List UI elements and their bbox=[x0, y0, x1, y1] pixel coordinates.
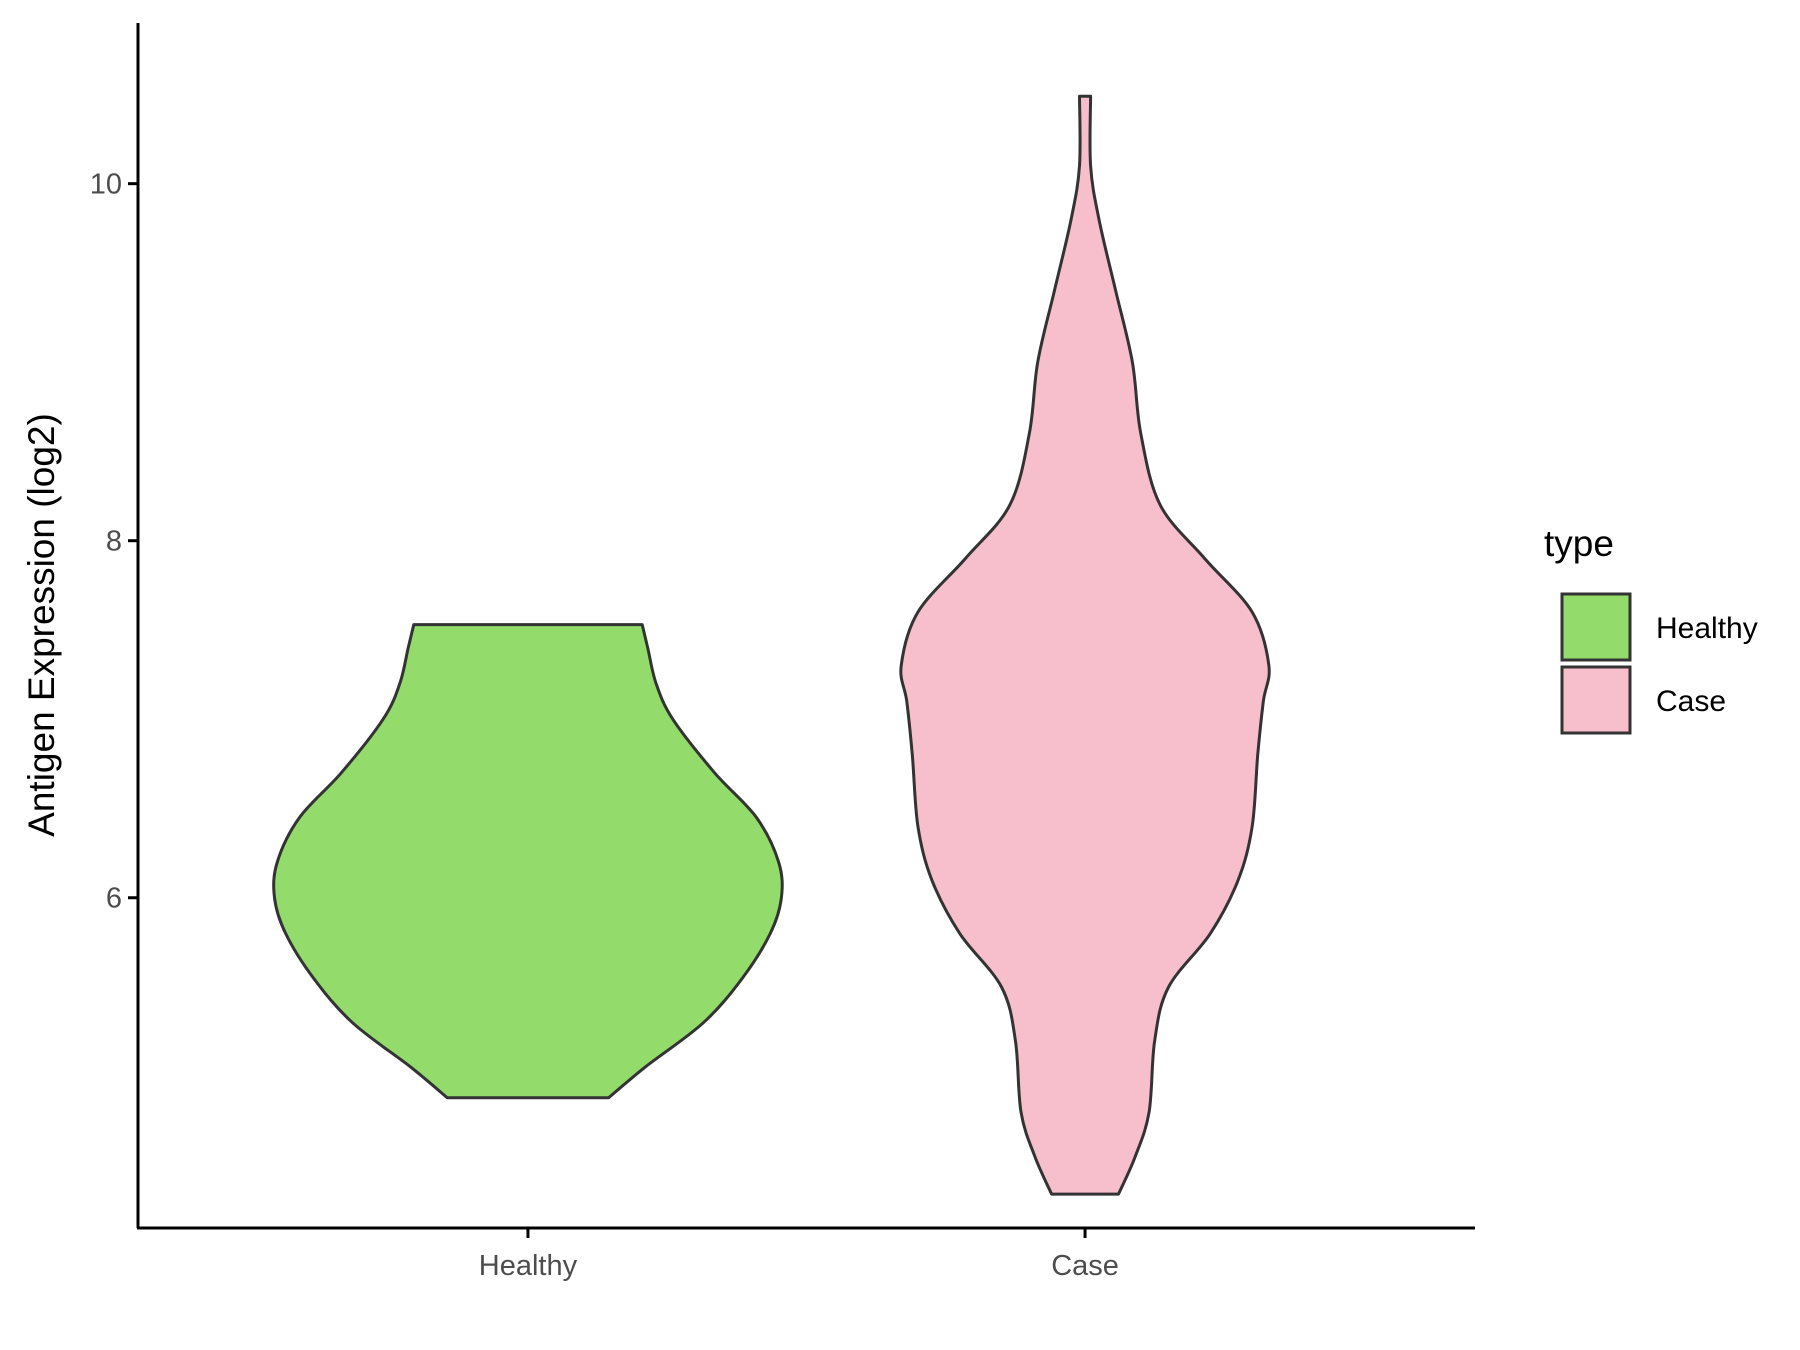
legend-key-healthy bbox=[1560, 592, 1632, 662]
x-tick-label: Healthy bbox=[479, 1250, 578, 1282]
legend-title: type bbox=[1544, 523, 1614, 564]
y-tick-label: 8 bbox=[106, 526, 122, 558]
violin-case bbox=[899, 94, 1271, 1196]
x-axis-ticks: Healthy Case bbox=[479, 1228, 1119, 1282]
y-tick-label: 10 bbox=[90, 169, 122, 201]
y-tick-label: 6 bbox=[106, 883, 122, 915]
legend: Healthy Case bbox=[1560, 592, 1758, 735]
x-tick-label: Case bbox=[1051, 1250, 1119, 1282]
plot-area bbox=[272, 94, 1271, 1196]
violin-healthy bbox=[272, 623, 784, 1100]
legend-label: Healthy bbox=[1656, 612, 1758, 645]
legend-label: Case bbox=[1656, 685, 1726, 718]
legend-key-case bbox=[1560, 665, 1632, 735]
y-axis-ticks: 6 8 10 bbox=[90, 169, 138, 915]
y-axis-title: Antigen Expression (log2) bbox=[21, 413, 62, 837]
